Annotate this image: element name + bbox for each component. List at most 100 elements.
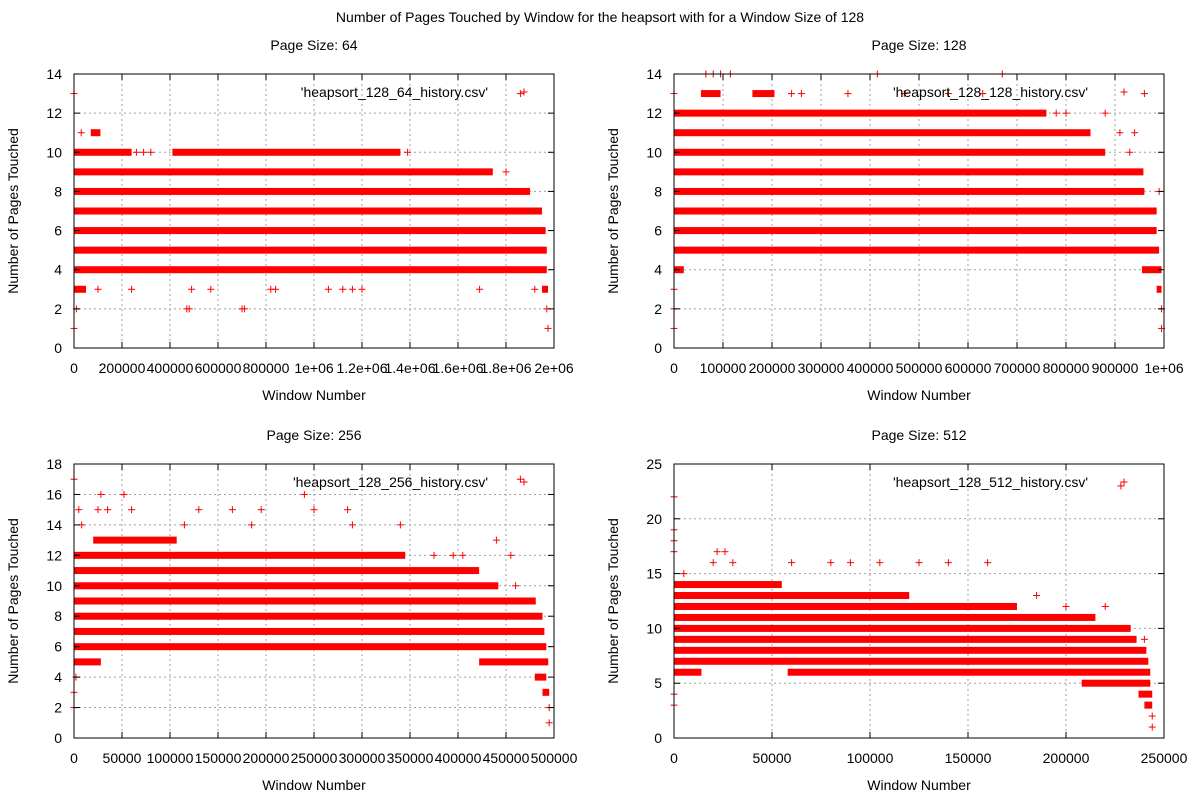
x-tick-label: 300000 [798,360,845,376]
y-tick-label: 18 [46,456,62,472]
data-point [512,582,520,590]
y-tick-label: 0 [654,340,662,356]
x-tick-label: 400000 [435,750,482,766]
data-point [97,490,105,498]
y-tick-label: 10 [646,620,662,636]
y-tick-label: 10 [46,144,62,160]
chart-panel-4: 0 50000 100000 150000 200000 250000 0 5 10 15 20 25… [605,427,1188,793]
data-point [1140,90,1148,98]
x-tick-label: 2e+06 [534,360,574,376]
x-tick-label: 1.8e+06 [481,360,532,376]
data-band [674,646,1147,654]
data-point [272,285,280,293]
data-point [104,506,112,514]
data-band [674,624,1131,632]
y-tick-label: 12 [46,105,62,121]
x-axis-label: Window Number [262,777,366,793]
chart-panel-1: 0 200000 400000 600000 800000 1e+06 1.2e+061.4… [5,37,574,403]
data-point [449,551,457,559]
x-tick-label: 1.4e+06 [385,360,436,376]
data-point [404,148,412,156]
data-point [844,90,852,98]
data-point [544,324,552,332]
data-band [74,148,132,156]
data-band [74,227,546,235]
x-tick-label: 350000 [387,750,434,766]
data-point [132,148,140,156]
data-point [1140,635,1148,643]
x-tick-label: 800000 [1043,360,1090,376]
data-point [531,285,539,293]
y-tick-label: 10 [646,144,662,160]
data-point [1117,482,1125,490]
y-tick-label: 12 [646,105,662,121]
x-tick-label: 100000 [847,750,894,766]
data-band [74,207,542,215]
y-axis-label: Number of Pages Touched [5,518,21,684]
x-axis-label: Window Number [867,387,971,403]
x-tick-label: 100000 [700,360,747,376]
data-band [674,246,1160,254]
data-point [1033,592,1041,600]
x-tick-label: 150000 [945,750,992,766]
data-point [228,506,236,514]
chart-panel-2: 0 100000 200000 300000 400000 500000 600000 700… [605,37,1184,403]
y-tick-label: 0 [54,730,62,746]
data-point [1148,712,1156,720]
data-band [1141,266,1162,274]
data-band [674,613,1096,621]
data-band [1156,285,1162,293]
data-point [240,305,248,313]
x-tick-label: 100000 [147,750,194,766]
data-point [310,506,318,514]
y-tick-label: 4 [54,669,62,685]
data-band [74,627,545,635]
legend-label: 'heapsort_128_64_history.csv' [301,84,488,100]
data-point [1121,624,1129,632]
data-band [74,643,547,651]
data-point [1062,602,1070,610]
data-point [979,90,987,98]
y-tick-label: 6 [54,639,62,655]
data-point [1148,723,1156,731]
data-band [674,592,910,600]
y-tick-label: 4 [54,262,62,278]
data-band [74,246,547,254]
x-tick-label: 0 [70,360,78,376]
data-band [674,227,1157,235]
data-band [674,207,1157,215]
y-tick-label: 8 [54,608,62,624]
x-tick-label: 200000 [1043,750,1090,766]
data-point [1082,613,1090,621]
data-point [348,285,356,293]
data-point [492,536,500,544]
chart-panel-3: 0 50000 100000 150000 200000 250000 300000 3500… [5,427,578,793]
x-tick-label: 450000 [483,750,530,766]
data-point [77,129,85,137]
data-point [188,285,196,293]
data-point [944,90,952,98]
x-tick-label: 50000 [753,750,792,766]
data-point [1052,109,1060,117]
x-tick-label: 0 [70,750,78,766]
data-point [900,90,908,98]
data-band [674,148,1106,156]
data-point [1131,129,1139,137]
x-tick-label: 200000 [749,360,796,376]
x-tick-label: 50000 [103,750,142,766]
data-point [476,285,484,293]
legend-marker [1120,88,1128,96]
y-axis-label: Number of Pages Touched [605,128,621,294]
data-band [1138,690,1153,698]
data-band [74,187,530,195]
data-point [545,719,553,727]
x-tick-label: 1e+06 [1144,360,1184,376]
data-point [195,506,203,514]
data-point [180,521,188,529]
data-band [787,668,1151,676]
x-tick-label: 300000 [339,750,386,766]
plot-frame [673,463,1165,739]
data-point [944,559,952,567]
x-tick-label: 200000 [99,360,146,376]
